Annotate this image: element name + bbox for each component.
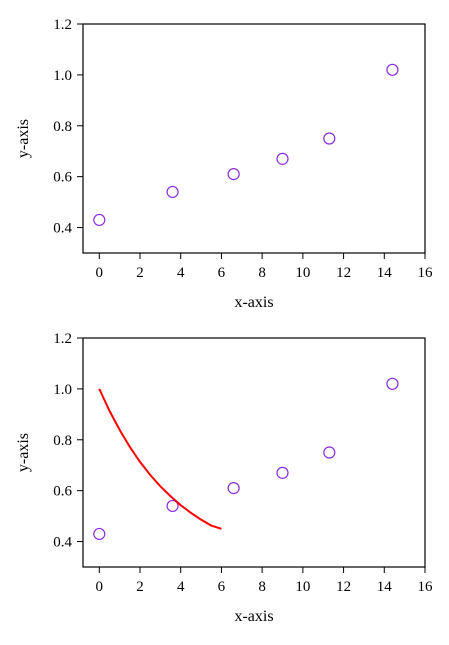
data-point [323,446,336,459]
data-point [166,185,179,199]
y-tick-label: 0.6 [53,170,72,186]
x-tick-label: 14 [377,265,393,281]
data-point [276,466,289,479]
y-tick-label: 0.8 [53,433,72,449]
data-point [227,482,240,495]
x-tick-label: 14 [377,579,393,595]
y-tick-label: 1.0 [53,382,72,398]
plot-frame [82,23,426,254]
plot-frame [82,337,426,568]
x-tick-label: 4 [177,265,185,281]
data-point [386,63,399,76]
data-point [93,527,106,541]
y-axis-label: y-axis [15,433,32,472]
data-point [166,499,179,513]
x-tick-label: 6 [218,265,226,281]
y-tick-label: 1.2 [53,331,72,347]
chart-panel-2: 0 2 4 6 8 10 12 14 16 0.4 0.6 0.8 1.0 1.2 x-axis y-axis [15,331,433,625]
x-tick-label: 8 [258,579,266,595]
chart-panel-1: 0 2 4 6 8 10 12 14 16 0.4 0.6 0.8 1.0 1.2 x-axis y-axis [15,17,433,311]
y-tick-label: 0.4 [53,221,72,237]
data-point [276,152,289,165]
x-tick-label: 6 [218,579,226,595]
x-axis-label: x-axis [234,294,273,311]
x-tick-label: 0 [96,265,104,281]
x-axis-label: x-axis [234,608,273,625]
y-tick-label: 0.6 [53,484,72,500]
y-tick-label: 1.2 [53,17,72,33]
x-tick-label: 16 [418,579,434,595]
y-tick-label: 0.8 [53,119,72,135]
x-tick-label: 12 [336,265,351,281]
y-axis-label: y-axis [15,119,32,158]
data-point [93,213,106,227]
fitted-curve-line [98,388,222,530]
x-tick-label: 10 [295,265,310,281]
data-point [227,168,240,181]
y-tick-label: 1.0 [53,68,72,84]
x-tick-label: 10 [295,579,310,595]
x-tick-label: 4 [177,579,185,595]
x-tick-label: 8 [258,265,266,281]
y-tick-label: 0.4 [53,535,72,551]
x-tick-label: 2 [136,265,144,281]
data-point [323,132,336,145]
x-tick-label: 0 [96,579,104,595]
x-tick-label: 16 [418,265,434,281]
data-point [386,377,399,390]
x-tick-label: 12 [336,579,351,595]
x-tick-label: 2 [136,579,144,595]
